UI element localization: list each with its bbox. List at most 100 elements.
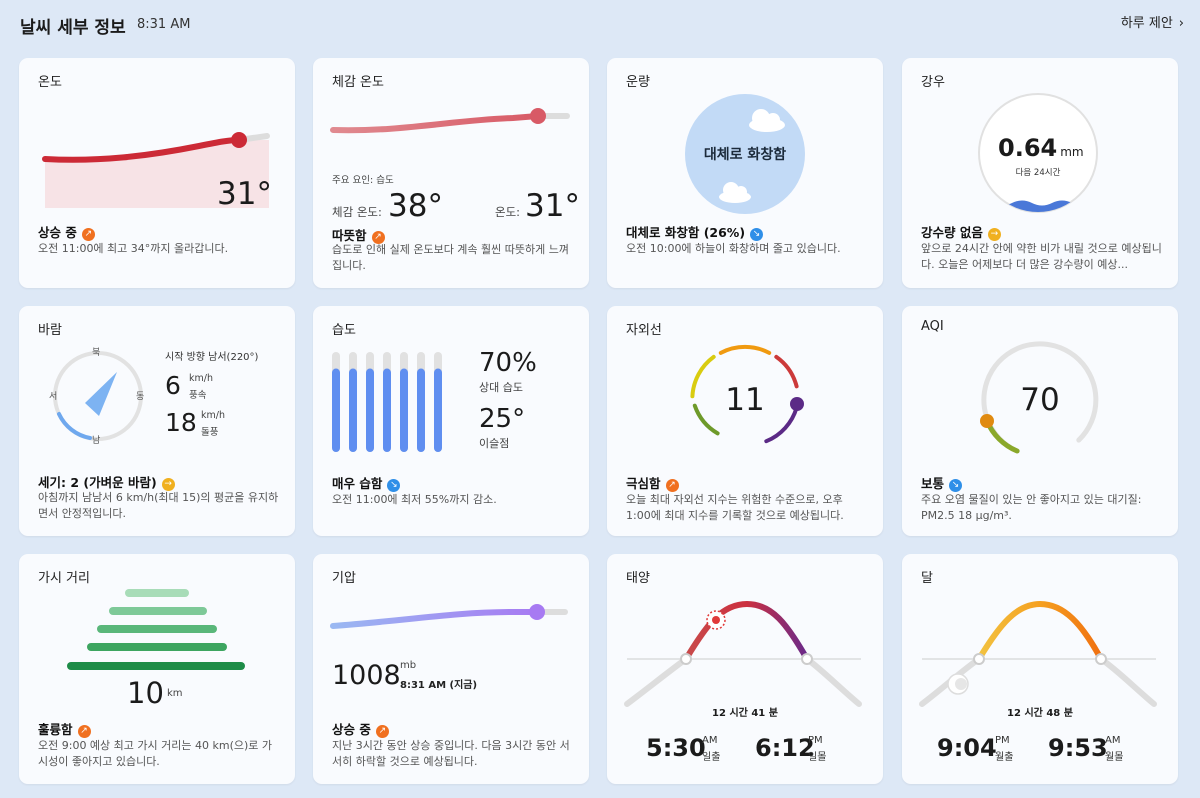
relative-humidity-value: 70% <box>479 348 537 378</box>
card-title: 강우 <box>921 75 945 90</box>
daily-suggestion-label: 하루 제안 <box>1120 16 1173 31</box>
wind-gust-value: 18 <box>165 408 197 437</box>
card-title: 가시 거리 <box>38 571 90 586</box>
humidity-status: 매우 습함 ↘ <box>332 473 401 492</box>
header: 날씨 세부 정보 8:31 AM 하루 제안 › <box>20 10 1184 38</box>
trend-up-icon: ↗ <box>375 725 389 738</box>
moon-arc <box>919 600 1157 707</box>
sunset-ampm: PM <box>808 735 823 746</box>
temperature-value: 31° <box>217 176 272 212</box>
wind-speed-unit: km/h <box>189 373 213 384</box>
feels-like-marker <box>530 108 546 124</box>
current-time: 8:31 AM <box>137 17 191 32</box>
visibility-bars <box>67 589 245 670</box>
humidity-bars <box>332 352 442 452</box>
temperature-card[interactable]: 온도 31° 상승 중 ↗ 오전 11:00에 최고 34°까지 올라갑니다. <box>19 58 295 288</box>
visibility-graphic <box>67 589 245 670</box>
page-title: 날씨 세부 정보 <box>20 18 126 38</box>
visibility-status: 훌륭함 ↗ <box>38 719 91 738</box>
temperature-desc: 오전 11:00에 최고 34°까지 올라갑니다. <box>38 242 229 255</box>
cloud-cover-card[interactable]: 운량 대체로 화창함 대체로 화창함 (26%) ↘ 오전 10:00에 하늘이 … <box>607 58 883 288</box>
trend-down-icon: ↘ <box>949 479 963 492</box>
wind-direction-arrow <box>85 372 117 416</box>
moonrise-label: 월출 <box>995 752 1014 763</box>
card-title: 달 <box>921 571 933 586</box>
sunrise-ampm: AM <box>702 735 718 746</box>
trend-down-icon: ↘ <box>750 228 764 241</box>
sun-card[interactable]: 태양 12 시간 41 분 5:30 AM 일출 6:12 PM 일몰 <box>607 554 883 784</box>
compass-east: 동 <box>136 392 145 402</box>
cloud-status: 대체로 화창함 (26%) ↘ <box>626 222 764 241</box>
card-title: 체감 온도 <box>332 75 384 90</box>
sunset-time: 6:12 <box>755 734 815 762</box>
card-title: 기압 <box>332 571 356 586</box>
aqi-gauge <box>980 341 1099 454</box>
daylight-duration: 12 시간 41 분 <box>712 708 778 719</box>
wind-status: 세기: 2 (가벼운 바람) → <box>38 472 175 491</box>
trend-down-icon: ↘ <box>387 479 401 492</box>
wind-speed-value: 6 <box>165 371 181 400</box>
moonset-label: 월몰 <box>1105 752 1124 763</box>
moonrise-ampm: PM <box>995 735 1010 746</box>
cloud-center-label: 대체로 화창함 <box>703 147 787 163</box>
aqi-marker <box>980 414 994 428</box>
aqi-status: 보통 ↘ <box>921 473 963 492</box>
rainfall-period: 다음 24시간 <box>1015 168 1061 178</box>
pressure-graph <box>330 604 568 629</box>
feels-like-value: 38° <box>388 188 443 224</box>
sunrise-label: 일출 <box>702 752 721 763</box>
trend-up-icon: ↗ <box>77 725 91 738</box>
wind-speed-label: 풍속 <box>189 390 207 401</box>
compass-west: 서 <box>49 392 58 402</box>
pressure-value: 1008 <box>332 660 401 691</box>
visibility-card[interactable]: 가시 거리 10 km 훌륭함 ↗ 오전 9:00 예상 최고 가시 거리는 40… <box>19 554 295 784</box>
card-title: 운량 <box>626 75 650 90</box>
daily-suggestion-link[interactable]: 하루 제안 › <box>1121 12 1184 31</box>
moon-icon <box>947 673 969 695</box>
feels-like-desc: 습도로 인해 실제 온도보다 계속 훨씬 따뜻하게 느껴집니다. <box>332 243 569 272</box>
aqi-value: 70 <box>1020 382 1060 418</box>
uv-card[interactable]: 자외선 11 극심함 ↗ 오늘 최대 자외선 지수는 위험한 수준으로, 오후 1… <box>607 306 883 536</box>
pressure-status: 상승 중 ↗ <box>332 719 389 738</box>
moonset-point <box>1095 653 1107 665</box>
humidity-card[interactable]: 습도 70% 상대 습도 25° 이슬점 매우 습함 ↘ 오전 11:00에 최저… <box>313 306 589 536</box>
visibility-desc: 오전 9:00 예상 최고 가시 거리는 40 km(으)로 가시성이 좋아지고… <box>38 739 273 768</box>
visibility-value: 10 <box>127 676 164 710</box>
wind-card[interactable]: 바람 북 동 남 서 시작 방향 남서(220°) 6 km/h 풍속 18 k… <box>19 306 295 536</box>
rainfall-desc: 앞으로 24시간 안에 약한 비가 내릴 것으로 예상됩니다. 오늘은 어제보다… <box>921 242 1162 271</box>
moonset-time: 9:53 <box>1048 734 1108 762</box>
feels-like-graph <box>330 108 570 134</box>
trend-flat-icon: → <box>161 478 175 491</box>
chevron-right-icon: › <box>1178 16 1184 31</box>
aqi-card[interactable]: AQI 70 보통 ↘ 주요 오염 물질이 있는 안 좋아지고 있는 대기질: P… <box>902 306 1178 536</box>
rainfall-card[interactable]: 강우 0.64 mm 다음 24시간 강수량 없음 → 앞으로 24시간 안에 약한… <box>902 58 1178 288</box>
wind-desc: 아침까지 남남서 6 km/h(최대 15)의 평균을 유지하면서 안정적입니다… <box>38 491 279 520</box>
pressure-unit: mb <box>400 660 417 671</box>
wind-gust-label: 돌풍 <box>201 427 219 438</box>
uv-value: 11 <box>725 382 765 418</box>
sunrise-point <box>680 653 692 665</box>
pressure-desc: 지난 3시간 동안 상승 중입니다. 다음 3시간 동안 서서히 하락할 것으로… <box>332 739 570 768</box>
actual-temp-value: 31° <box>525 188 580 224</box>
pressure-card[interactable]: 기압 1008 mb 8:31 AM (지금) 상승 중 ↗ 지난 3시간 동안 … <box>313 554 589 784</box>
feels-like-status: 따뜻함 ↗ <box>332 225 385 244</box>
actual-temp-label: 온도: <box>495 205 521 219</box>
card-title: AQI <box>921 319 944 334</box>
moon-duration: 12 시간 48 분 <box>1007 708 1073 719</box>
moonrise-time: 9:04 <box>937 734 997 762</box>
sun-arc <box>624 600 862 707</box>
cloud-icon <box>749 109 785 132</box>
moon-card[interactable]: 달 12 시간 48 분 9:04 PM 월출 9:53 AM 월몰 <box>902 554 1178 784</box>
moonrise-point <box>973 653 985 665</box>
trend-up-icon: ↗ <box>81 228 95 241</box>
pressure-time: 8:31 AM (지금) <box>400 680 478 691</box>
sunset-label: 일몰 <box>808 752 827 763</box>
pressure-marker <box>529 604 545 620</box>
temperature-status: 상승 중 ↗ <box>38 222 95 241</box>
trend-flat-icon: → <box>987 228 1001 241</box>
trend-up-icon: ↗ <box>371 231 385 244</box>
dew-point-label: 이슬점 <box>479 437 510 450</box>
feels-like-card[interactable]: 체감 온도 주요 요인: 습도 체감 온도: 38° 온도: 31° 따뜻함 ↗ … <box>313 58 589 288</box>
uv-status: 극심함 ↗ <box>626 473 679 492</box>
humidity-desc: 오전 11:00에 최저 55%까지 감소. <box>332 493 497 506</box>
